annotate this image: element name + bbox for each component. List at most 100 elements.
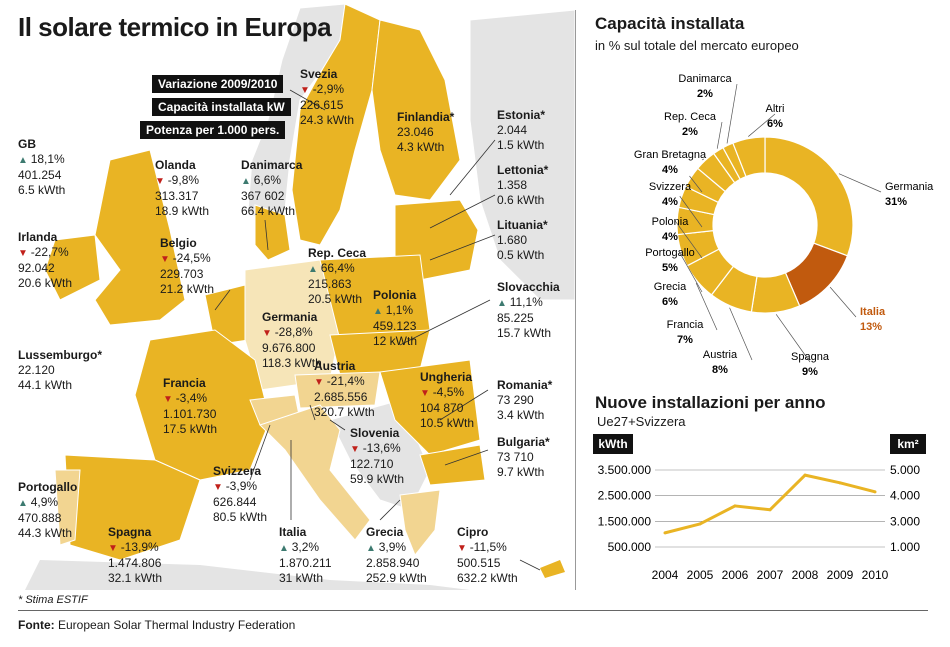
country-variation: ▼ -21,4%	[314, 374, 375, 390]
leader-lines	[214, 89, 541, 571]
country-name: GB	[18, 137, 36, 151]
country-variation: ▲ 3,2%	[279, 540, 332, 556]
country-capacity: 2.858.940	[366, 556, 420, 570]
country-capacity: 626.844	[213, 495, 257, 509]
country-variation: ▲ 11,1%	[497, 295, 560, 311]
country-power: 15.7 kWth	[497, 326, 552, 340]
country-power: 10.5 kWth	[420, 416, 475, 430]
country-label-repceca: Rep. Ceca ▲ 66,4% 215.863 20.5 kWth	[308, 246, 366, 307]
y2-tick-label: 4.000	[890, 489, 920, 503]
country-name: Estonia*	[497, 108, 546, 122]
donut-leader-line	[729, 307, 753, 361]
country-variation: ▲ 3,9%	[366, 540, 427, 556]
country-name: Slovacchia	[497, 280, 560, 294]
country-capacity: 73 710	[497, 450, 534, 464]
country-power: 31 kWth	[279, 571, 324, 585]
donut-value-label: 8%	[712, 364, 728, 376]
country-label-svizzera: Svizzera ▼ -3,9% 626.844 80.5 kWth	[213, 464, 267, 525]
country-power: 21.2 kWth	[160, 282, 215, 296]
country-power: 0.5 kWth	[497, 248, 545, 262]
country-label-svezia: Svezia ▼ -2,9% 226.615 24.3 kWth	[300, 67, 354, 128]
page-title: Il solare termico in Europa	[18, 12, 332, 42]
unit-box-left	[593, 434, 633, 454]
map-gb	[94, 149, 186, 326]
country-power: 3.4 kWth	[497, 408, 545, 422]
country-variation: ▼ -28,8%	[262, 325, 322, 341]
source-label: Fonte:	[18, 618, 55, 632]
country-capacity: 104 870	[420, 401, 464, 415]
country-variation: ▼ -24,5%	[160, 251, 214, 267]
country-name: Ungheria	[420, 370, 473, 384]
country-name: Francia	[163, 376, 206, 390]
country-label-gb: GB ▲ 18,1% 401.254 6.5 kWth	[18, 137, 65, 198]
donut-category-label: Austria	[703, 349, 738, 361]
donut-value-label: 13%	[860, 321, 882, 333]
country-name: Austria	[314, 359, 356, 373]
country-variation: ▼ -3,9%	[213, 479, 267, 495]
country-capacity: 9.676.800	[262, 341, 316, 355]
country-power: 44.1 kWth	[18, 378, 73, 392]
country-name: Bulgaria*	[497, 435, 550, 449]
country-label-lettonia: Lettonia* 1.358 0.6 kWth	[497, 163, 548, 208]
country-label-portogallo: Portogallo ▲ 4,9% 470.888 44.3 kWth	[18, 480, 77, 541]
donut-value-label: 7%	[677, 334, 693, 346]
triangle-up-icon: ▲	[18, 498, 31, 509]
country-power: 24.3 kWth	[300, 113, 355, 127]
country-name: Belgio	[160, 236, 197, 250]
donut-leader-line	[829, 286, 857, 318]
country-capacity: 1.474.806	[108, 556, 162, 570]
triangle-down-icon: ▼	[420, 388, 433, 399]
country-name: Cipro	[457, 525, 489, 539]
country-label-bulgaria: Bulgaria* 73 710 9.7 kWth	[497, 435, 550, 480]
y2-tick-label: 1.000	[890, 540, 920, 554]
country-capacity: 470.888	[18, 511, 62, 525]
country-name: Rep. Ceca	[308, 246, 367, 260]
donut-category-label: Germania	[885, 181, 934, 193]
donut-category-label: Grecia	[654, 281, 687, 293]
country-label-finlandia: Finlandia* 23.046 4.3 kWth	[397, 110, 454, 155]
country-power: 66.4 kWth	[241, 204, 296, 218]
donut-value-label: 31%	[885, 196, 907, 208]
country-label-romania: Romania* 73 290 3.4 kWth	[497, 378, 552, 423]
country-label-slovacchia: Slovacchia ▲ 11,1% 85.225 15.7 kWth	[497, 280, 560, 341]
variation-value: -21,4%	[326, 374, 365, 388]
country-variation: ▼ -13,6%	[350, 441, 404, 457]
variation-value: -13,9%	[120, 540, 159, 554]
map-austria	[294, 371, 381, 409]
donut-category-label: Danimarca	[678, 73, 732, 85]
map-hungary-romania	[379, 359, 481, 456]
donut-leader-line	[726, 83, 738, 144]
variation-value: -11,5%	[469, 540, 507, 554]
donut-subtitle: in % sul totale del mercato europeo	[595, 38, 799, 53]
ylabel: kWth	[598, 437, 627, 451]
donut-value-label: 5%	[662, 262, 678, 274]
triangle-down-icon: ▼	[213, 482, 226, 493]
variation-value: -22,7%	[30, 245, 69, 259]
country-capacity: 2.044	[497, 123, 528, 137]
variation-value: -2,9%	[312, 82, 345, 96]
country-power: 9.7 kWth	[497, 465, 545, 479]
donut-category-label: Polonia	[652, 216, 690, 228]
triangle-down-icon: ▼	[18, 248, 31, 259]
country-capacity: 73 290	[497, 393, 534, 407]
country-capacity: 1.358	[497, 178, 528, 192]
country-power: 17.5 kWth	[163, 422, 218, 436]
variation-value: -3,9%	[225, 479, 258, 493]
country-name: Portogallo	[18, 480, 78, 494]
footer-divider	[18, 610, 928, 611]
variation-value: -13,6%	[362, 441, 401, 455]
triangle-up-icon: ▲	[497, 298, 510, 309]
country-power: 20.5 kWth	[308, 292, 363, 306]
map-france	[134, 329, 271, 481]
line-chart: kWth km² 500.000 1.000 1.500.000 3.000 2.500.0…	[593, 434, 926, 582]
x-tick-label: 2005	[687, 568, 714, 582]
donut-category-label: Portogallo	[645, 247, 695, 259]
country-label-italia: Italia ▲ 3,2% 1.870.211 31 kWth	[279, 525, 332, 586]
country-capacity: 215.863	[308, 277, 352, 291]
triangle-up-icon: ▲	[308, 264, 321, 275]
y2-tick-label: 5.000	[890, 463, 920, 477]
donut-title: Capacità installata	[595, 14, 745, 33]
y2-tick-label: 3.000	[890, 514, 920, 528]
x-tick-label: 2010	[862, 568, 889, 582]
country-variation: ▼ -4,5%	[420, 385, 474, 401]
